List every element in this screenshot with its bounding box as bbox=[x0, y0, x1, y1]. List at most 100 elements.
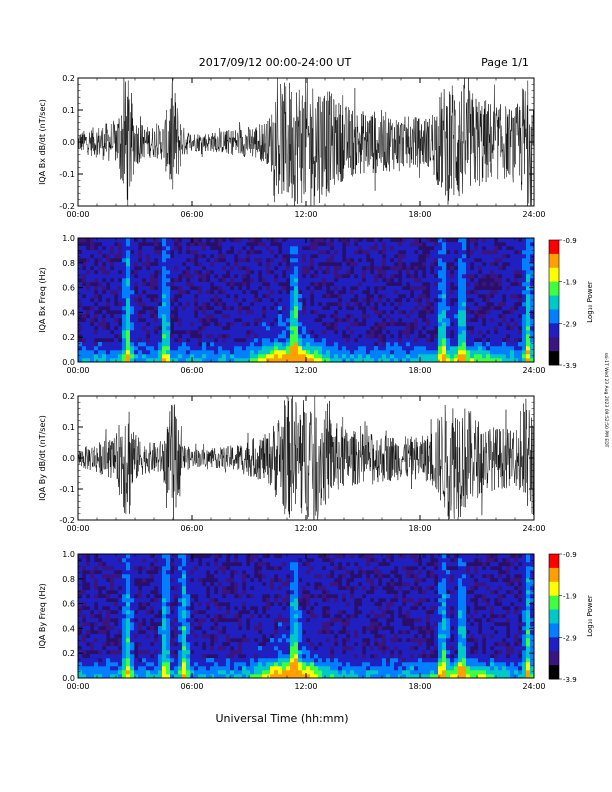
heatmap-cell bbox=[186, 658, 191, 663]
heatmap-cell bbox=[522, 290, 527, 295]
heatmap-cell bbox=[214, 326, 219, 331]
heatmap-cell bbox=[494, 298, 499, 303]
heatmap-cell bbox=[78, 638, 83, 643]
heatmap-cell bbox=[138, 238, 143, 243]
heatmap-cell bbox=[86, 358, 91, 363]
heatmap-cell bbox=[238, 554, 243, 559]
heatmap-cell bbox=[426, 346, 431, 351]
heatmap-cell bbox=[314, 302, 319, 307]
heatmap-cell bbox=[458, 238, 463, 243]
heatmap-cell bbox=[234, 566, 239, 571]
heatmap-cell bbox=[306, 642, 311, 647]
heatmap-cell bbox=[350, 594, 355, 599]
heatmap-cell bbox=[286, 610, 291, 615]
heatmap-cell bbox=[166, 650, 171, 655]
heatmap-cell bbox=[270, 262, 275, 267]
heatmap-cell bbox=[126, 606, 131, 611]
heatmap-cell bbox=[242, 650, 247, 655]
heatmap-cell bbox=[194, 282, 199, 287]
heatmap-cell bbox=[510, 298, 515, 303]
heatmap-cell bbox=[214, 314, 219, 319]
heatmap-cell bbox=[306, 302, 311, 307]
heatmap-cell bbox=[350, 626, 355, 631]
heatmap-cell bbox=[150, 650, 155, 655]
heatmap-cell bbox=[434, 338, 439, 343]
heatmap-cell bbox=[474, 334, 479, 339]
heatmap-cell bbox=[114, 342, 119, 347]
heatmap-cell bbox=[406, 250, 411, 255]
heatmap-cell bbox=[362, 350, 367, 355]
heatmap-cell bbox=[426, 354, 431, 359]
heatmap-cell bbox=[438, 238, 443, 243]
heatmap-cell bbox=[266, 590, 271, 595]
heatmap-cell bbox=[382, 326, 387, 331]
heatmap-cell bbox=[218, 662, 223, 667]
heatmap-cell bbox=[258, 242, 263, 247]
heatmap-cell bbox=[330, 354, 335, 359]
heatmap-cell bbox=[386, 354, 391, 359]
heatmap-cell bbox=[270, 286, 275, 291]
heatmap-cell bbox=[290, 358, 295, 363]
heatmap-cell bbox=[102, 602, 107, 607]
heatmap-cell bbox=[326, 630, 331, 635]
heatmap-cell bbox=[438, 262, 443, 267]
heatmap-cell bbox=[322, 346, 327, 351]
heatmap-cell bbox=[98, 246, 103, 251]
heatmap-cell bbox=[286, 306, 291, 311]
heatmap-cell bbox=[410, 354, 415, 359]
heatmap-cell bbox=[94, 266, 99, 271]
heatmap-cell bbox=[334, 270, 339, 275]
heatmap-cell bbox=[306, 358, 311, 363]
heatmap-cell bbox=[190, 574, 195, 579]
heatmap-cell bbox=[142, 554, 147, 559]
heatmap-cell bbox=[154, 670, 159, 675]
heatmap-cell bbox=[286, 250, 291, 255]
heatmap-cell bbox=[82, 558, 87, 563]
heatmap-cell bbox=[258, 654, 263, 659]
heatmap-cell bbox=[450, 294, 455, 299]
heatmap-cell bbox=[82, 674, 87, 679]
heatmap-cell bbox=[194, 590, 199, 595]
heatmap-cell bbox=[266, 314, 271, 319]
heatmap-cell bbox=[438, 318, 443, 323]
heatmap-cell bbox=[286, 350, 291, 355]
heatmap-cell bbox=[226, 574, 231, 579]
heatmap-cell bbox=[430, 346, 435, 351]
heatmap-cell bbox=[78, 350, 83, 355]
heatmap-cell bbox=[242, 658, 247, 663]
x-tick-label: 18:00 bbox=[408, 366, 431, 375]
heatmap-cell bbox=[250, 666, 255, 671]
heatmap-cell bbox=[310, 246, 315, 251]
heatmap-cell bbox=[150, 634, 155, 639]
heatmap-cell bbox=[126, 258, 131, 263]
heatmap-cell bbox=[254, 274, 259, 279]
heatmap-cell bbox=[254, 266, 259, 271]
heatmap-cell bbox=[94, 598, 99, 603]
heatmap-cell bbox=[158, 342, 163, 347]
heatmap-cell bbox=[474, 350, 479, 355]
heatmap-cell bbox=[254, 614, 259, 619]
heatmap-cell bbox=[102, 654, 107, 659]
heatmap-cell bbox=[182, 294, 187, 299]
heatmap-cell bbox=[378, 346, 383, 351]
heatmap-cell bbox=[326, 562, 331, 567]
heatmap-cell bbox=[466, 346, 471, 351]
heatmap-cell bbox=[298, 294, 303, 299]
heatmap-cell bbox=[282, 338, 287, 343]
heatmap-cell bbox=[162, 266, 167, 271]
heatmap-cell bbox=[366, 350, 371, 355]
heatmap-cell bbox=[458, 258, 463, 263]
heatmap-cell bbox=[230, 650, 235, 655]
heatmap-cell bbox=[166, 562, 171, 567]
heatmap-cell bbox=[182, 354, 187, 359]
heatmap-cell bbox=[234, 626, 239, 631]
heatmap-cell bbox=[326, 358, 331, 363]
heatmap-cell bbox=[218, 646, 223, 651]
heatmap-cell bbox=[110, 290, 115, 295]
heatmap-cell bbox=[354, 586, 359, 591]
heatmap-cell bbox=[90, 670, 95, 675]
heatmap-cell bbox=[98, 674, 103, 679]
heatmap-cell bbox=[174, 666, 179, 671]
heatmap-cell bbox=[250, 602, 255, 607]
heatmap-cell bbox=[274, 246, 279, 251]
